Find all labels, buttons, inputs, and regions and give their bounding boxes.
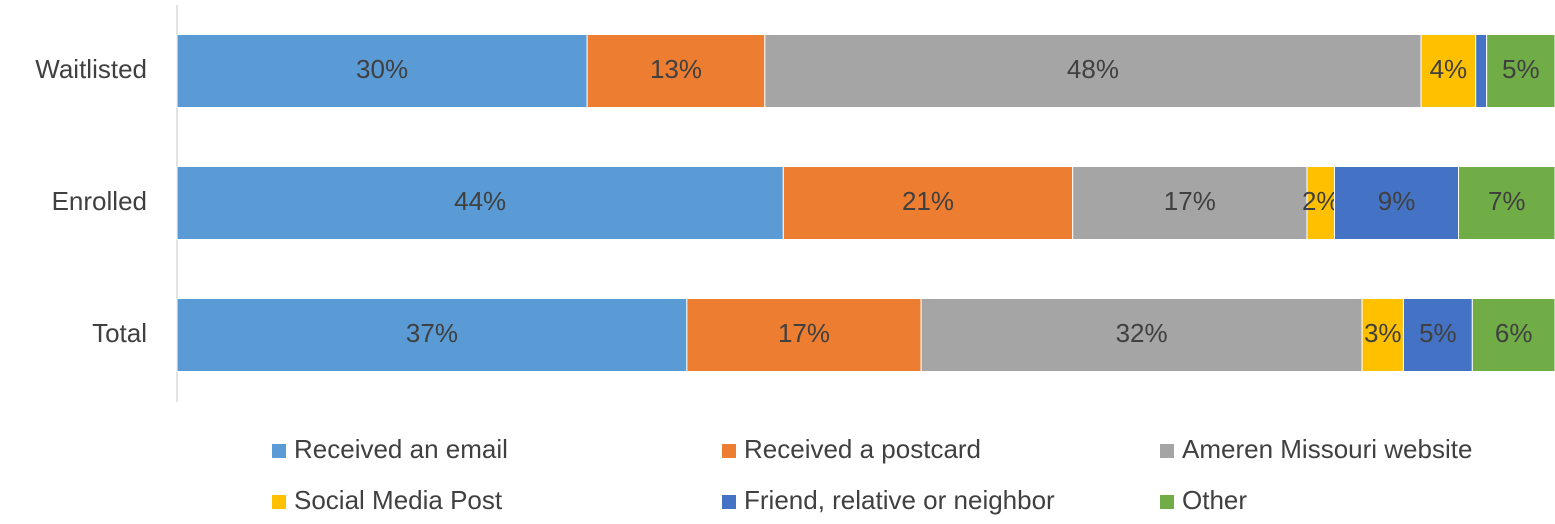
data-label: 5% bbox=[1502, 54, 1540, 84]
legend-swatch bbox=[272, 444, 286, 458]
legend-label: Ameren Missouri website bbox=[1182, 434, 1472, 464]
data-label: 44% bbox=[454, 186, 506, 216]
bar-segment bbox=[782, 166, 1074, 240]
y-tick-label: Waitlisted bbox=[35, 54, 147, 84]
legend-label: Friend, relative or neighbor bbox=[744, 485, 1055, 515]
bar-segment bbox=[764, 34, 1422, 108]
bar-segment bbox=[1334, 166, 1460, 240]
y-tick-label: Total bbox=[92, 318, 147, 348]
data-label: 17% bbox=[1164, 186, 1216, 216]
data-label: 21% bbox=[902, 186, 954, 216]
data-label: 48% bbox=[1067, 54, 1119, 84]
bar-segment bbox=[1471, 298, 1555, 372]
y-tick-label: Enrolled bbox=[52, 186, 147, 216]
data-label: 37% bbox=[406, 318, 458, 348]
data-label: 13% bbox=[650, 54, 702, 84]
bar-segment bbox=[1072, 166, 1308, 240]
legend-swatch bbox=[1160, 495, 1174, 509]
data-label: 5% bbox=[1419, 318, 1457, 348]
bar-segment bbox=[176, 34, 588, 108]
legend-swatch bbox=[272, 495, 286, 509]
data-label: 17% bbox=[778, 318, 830, 348]
bar-segment bbox=[1486, 34, 1555, 108]
legend-label: Received a postcard bbox=[744, 434, 981, 464]
legend-swatch bbox=[722, 495, 736, 509]
bar-segment bbox=[586, 34, 766, 108]
bar-segment bbox=[1458, 166, 1555, 240]
legend-label: Received an email bbox=[294, 434, 508, 464]
bar-segment bbox=[176, 166, 784, 240]
legend-label: Social Media Post bbox=[294, 485, 503, 515]
data-label: 32% bbox=[1116, 318, 1168, 348]
bar-segment bbox=[176, 298, 688, 372]
data-label: 3% bbox=[1364, 318, 1402, 348]
data-label: 7% bbox=[1488, 186, 1526, 216]
bar-segment bbox=[1475, 34, 1488, 108]
bar-segment bbox=[1361, 298, 1404, 372]
bar-segment bbox=[1402, 298, 1473, 372]
data-label: 30% bbox=[356, 54, 408, 84]
data-label: 9% bbox=[1378, 186, 1416, 216]
data-label: 6% bbox=[1495, 318, 1533, 348]
data-label: 4% bbox=[1430, 54, 1468, 84]
bar-segment bbox=[686, 298, 922, 372]
data-label: 2% bbox=[1302, 186, 1340, 216]
legend-label: Other bbox=[1182, 485, 1247, 515]
legend-swatch bbox=[1160, 444, 1174, 458]
legend-swatch bbox=[722, 444, 736, 458]
